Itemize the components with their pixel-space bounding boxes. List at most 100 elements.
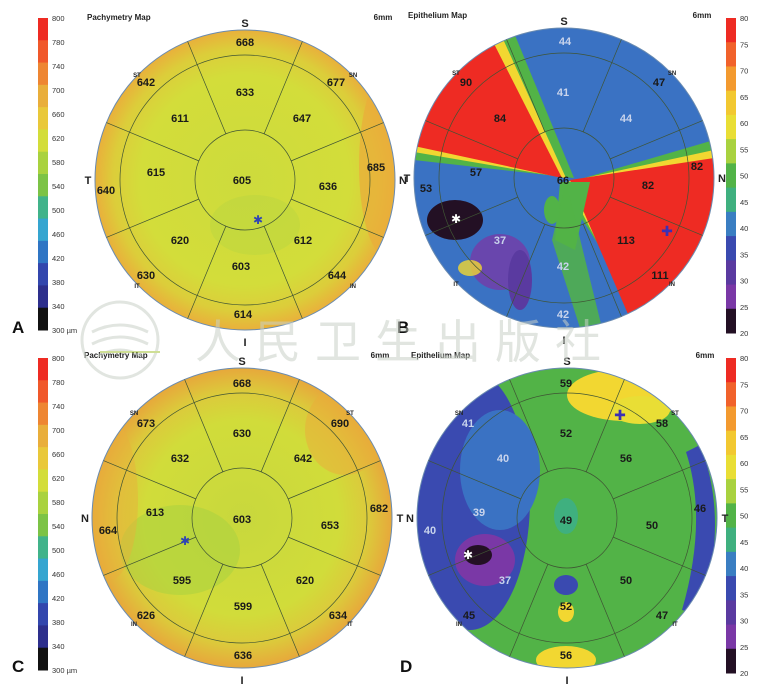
scale-swatch	[726, 66, 736, 92]
scale-swatch	[38, 580, 48, 604]
sector-value: 58	[656, 418, 668, 430]
scale-tick-label: 80	[740, 354, 748, 363]
scale-tick-label: 380	[52, 618, 65, 627]
quadrant-label: IN	[131, 622, 137, 628]
sector-value: 113	[617, 235, 635, 247]
direction-right: N	[399, 175, 407, 187]
scale-swatch	[38, 358, 48, 381]
sector-value: 668	[236, 37, 254, 49]
sector-value: 668	[233, 378, 251, 390]
quadrant-label: ST	[133, 73, 141, 79]
scale-tick-label: 460	[52, 570, 65, 579]
scale-swatch	[726, 260, 736, 286]
map-title: Epithelium Map	[408, 11, 467, 20]
quadrant-label: IT	[134, 284, 140, 290]
panel-letter: B	[397, 318, 409, 337]
thinnest-marker-c: ✱	[180, 534, 190, 548]
direction-right: T	[397, 513, 404, 525]
scale-tick-label: 660	[52, 110, 65, 119]
sector-value: 614	[234, 309, 253, 321]
scale-tick-label: 620	[52, 474, 65, 483]
publisher-watermark: 人民卫生出版社	[80, 300, 601, 380]
sector-value: 595	[173, 575, 191, 587]
panel-letter: A	[12, 318, 24, 337]
scale-swatch	[38, 107, 48, 130]
scale-tick-label: 25	[740, 303, 748, 312]
scale-swatch	[38, 62, 48, 86]
scale-swatch	[38, 151, 48, 175]
scale-tick-label: 620	[52, 134, 65, 143]
sector-value: 642	[294, 453, 312, 465]
pachymetry-color-scale-bottom: 800 780 740 700 660 620 580 540 500 460 420 380 340 3…	[38, 354, 77, 675]
sector-value: 47	[656, 610, 668, 622]
scale-tick-label: 660	[52, 450, 65, 459]
sector-value: 37	[494, 235, 506, 247]
quadrant-label: IN	[669, 282, 675, 288]
sector-value: 647	[293, 113, 311, 125]
scale-tick-label: 45	[740, 538, 748, 547]
scale-tick-label: 300 µm	[52, 666, 77, 675]
scale-swatch	[38, 647, 48, 671]
epithelium-color-scale-bottom: 80 75 70 65 60 55 50 45 40 35 30 25 20	[726, 354, 748, 678]
scale-swatch	[726, 454, 736, 480]
quadrant-label: SN	[668, 71, 676, 77]
scale-tick-label: 50	[740, 512, 748, 521]
thickest-marker-b: ✚	[661, 223, 673, 239]
sector-value: 41	[462, 418, 474, 430]
scale-tick-label: 420	[52, 254, 65, 263]
sector-value: 50	[646, 520, 658, 532]
scale-swatch	[38, 285, 48, 309]
sector-value: 90	[460, 77, 472, 89]
sector-value: 690	[331, 418, 349, 430]
thickest-marker-d: ✚	[614, 407, 626, 423]
scale-tick-label: 60	[740, 119, 748, 128]
scale-swatch	[38, 174, 48, 197]
sector-value: 642	[137, 77, 155, 89]
scale-swatch	[38, 18, 48, 41]
scale-tick-label: 460	[52, 230, 65, 239]
scale-tick-label: 25	[740, 643, 748, 652]
scale-tick-label: 35	[740, 590, 748, 599]
scale-swatch	[38, 380, 48, 404]
sector-value: 626	[137, 610, 155, 622]
scale-swatch	[38, 129, 48, 153]
scale-swatch	[38, 218, 48, 242]
quadrant-label: ST	[452, 71, 460, 77]
sector-value: 682	[370, 503, 388, 515]
sector-value: 47	[653, 77, 665, 89]
scale-tick-label: 540	[52, 522, 65, 531]
sector-value: 42	[557, 261, 569, 273]
scale-tick-label: 75	[740, 380, 748, 389]
sector-value: 41	[557, 87, 569, 99]
scale-swatch	[38, 307, 48, 331]
quadrant-label: IT	[453, 282, 459, 288]
sector-value: 52	[560, 601, 572, 613]
scale-tick-label: 420	[52, 594, 65, 603]
direction-bottom: I	[562, 335, 565, 347]
sector-value: 677	[327, 77, 345, 89]
sector-value: 599	[234, 601, 252, 613]
scale-tick-label: 700	[52, 426, 65, 435]
direction-left: N	[81, 513, 89, 525]
sector-value: 685	[367, 162, 385, 174]
sector-value: 57	[470, 167, 482, 179]
scale-swatch	[38, 196, 48, 220]
scale-tick-label: 740	[52, 62, 65, 71]
sector-value: 664	[99, 525, 118, 537]
sector-value: 636	[234, 650, 252, 662]
thinnest-marker-d: ✱	[463, 548, 473, 562]
direction-top: S	[560, 16, 567, 28]
sector-value: 630	[137, 270, 155, 282]
scale-swatch	[38, 469, 48, 493]
quadrant-label: SN	[455, 411, 463, 417]
scale-swatch	[726, 358, 736, 383]
scale-swatch	[38, 424, 48, 448]
sector-value: 84	[494, 113, 507, 125]
scale-tick-label: 780	[52, 38, 65, 47]
scale-tick-label: 55	[740, 145, 748, 154]
direction-bottom: I	[240, 675, 243, 687]
scale-swatch	[726, 114, 736, 140]
scale-swatch	[726, 576, 736, 601]
